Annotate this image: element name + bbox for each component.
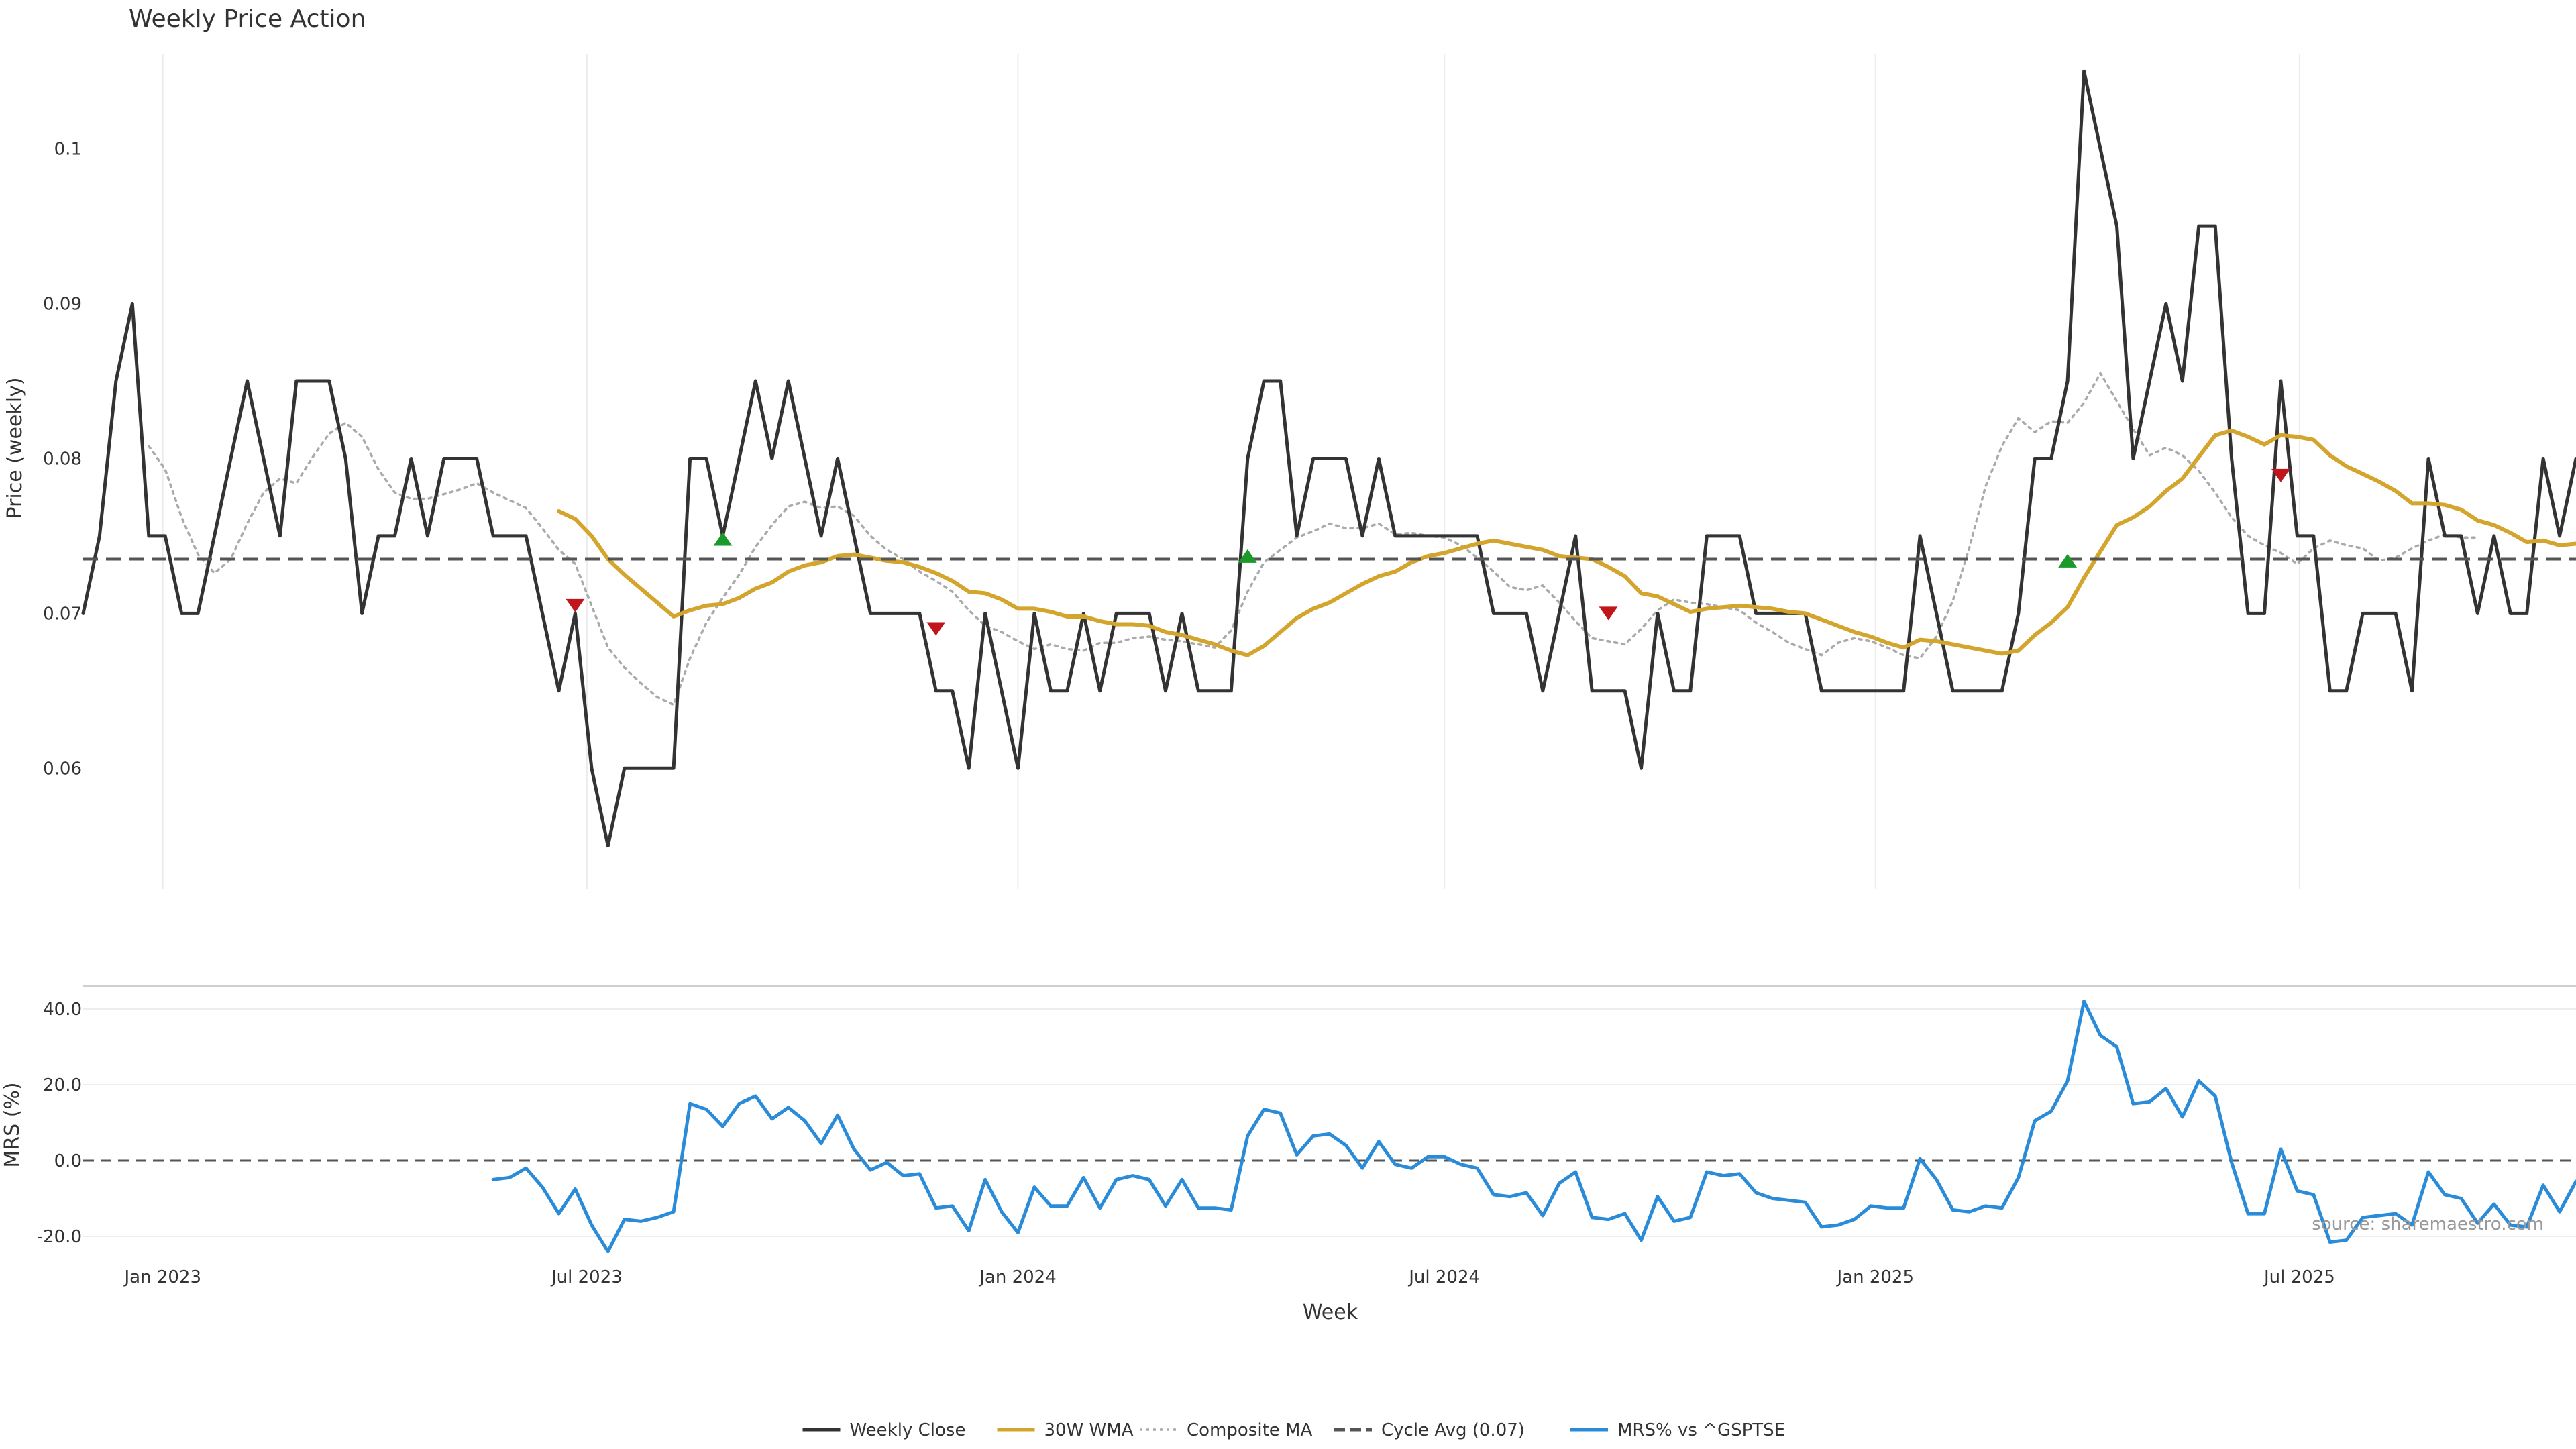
- mrs-series: [83, 1000, 2576, 1254]
- price-y-tick-label: 0.09: [43, 294, 82, 315]
- sell-signal-marker: [926, 622, 946, 636]
- legend-label: Cycle Avg (0.07): [1381, 1420, 1525, 1440]
- price-y-ticks: 0.06 0.07 0.08 0.09 0.1: [43, 140, 82, 780]
- price-y-tick-label: 0.06: [43, 759, 82, 779]
- legend-item: 30W WMA: [997, 1420, 1134, 1440]
- legend: Weekly Close 30W WMA Composite MA Cycle Avg…: [802, 1420, 1785, 1440]
- price-grid: [162, 54, 2300, 889]
- x-axis-ticks: Jan 2023 Jul 2023 Jan 2024 Jul 2024 Jan 2025…: [123, 1267, 2334, 1287]
- mrs-y-ticks: -20.0 0.0 20.0 40.0: [37, 1000, 82, 1247]
- legend-item: Composite MA: [1140, 1420, 1312, 1440]
- source-note: source: sharemaestro.com: [2312, 1214, 2544, 1234]
- series-weekly-close: [81, 69, 2576, 848]
- legend-label: Weekly Close: [850, 1420, 966, 1440]
- mrs-grid: [83, 985, 2576, 1238]
- legend-label: 30W WMA: [1044, 1420, 1134, 1440]
- legend-label: MRS% vs ^GSPTSE: [1617, 1420, 1785, 1440]
- mrs-y-tick-label: 0.0: [54, 1151, 82, 1171]
- price-axis-title: Price (weekly): [3, 377, 27, 519]
- legend-item: MRS% vs ^GSPTSE: [1570, 1420, 1785, 1440]
- legend-item: Weekly Close: [802, 1420, 966, 1440]
- x-tick-label: Jul 2024: [1407, 1267, 1480, 1287]
- buy-signal-marker: [1238, 549, 1257, 563]
- legend-label: Composite MA: [1187, 1420, 1312, 1440]
- mrs-y-tick-label: 40.0: [43, 1000, 82, 1020]
- price-y-tick-label: 0.08: [43, 449, 82, 469]
- legend-item: Cycle Avg (0.07): [1334, 1420, 1525, 1440]
- price-series: [81, 69, 2576, 848]
- sell-signal-marker: [2271, 468, 2290, 482]
- buy-signal-marker: [713, 532, 733, 546]
- series-30w-wma: [557, 428, 2576, 657]
- mrs-y-tick-label: 20.0: [43, 1075, 82, 1095]
- x-tick-label: Jul 2025: [2263, 1267, 2335, 1287]
- buy-signal-marker: [2058, 553, 2078, 568]
- series-mrs: [491, 1000, 2576, 1254]
- signal-markers: [566, 468, 2290, 636]
- x-tick-label: Jan 2024: [978, 1267, 1057, 1287]
- chart-title: Weekly Price Action: [129, 5, 366, 33]
- mrs-axis-title: MRS (%): [1, 1082, 24, 1167]
- x-tick-label: Jan 2025: [1835, 1267, 1914, 1287]
- mrs-y-tick-label: -20.0: [37, 1227, 82, 1247]
- price-y-tick-label: 0.07: [43, 604, 82, 624]
- x-axis-title: Week: [1303, 1301, 1358, 1324]
- x-tick-label: Jul 2023: [550, 1267, 623, 1287]
- series-composite-ma: [148, 372, 2479, 706]
- sell-signal-marker: [566, 598, 585, 612]
- sell-signal-marker: [1599, 606, 1618, 621]
- price-y-tick-label: 0.1: [54, 140, 82, 160]
- x-tick-label: Jan 2023: [123, 1267, 201, 1287]
